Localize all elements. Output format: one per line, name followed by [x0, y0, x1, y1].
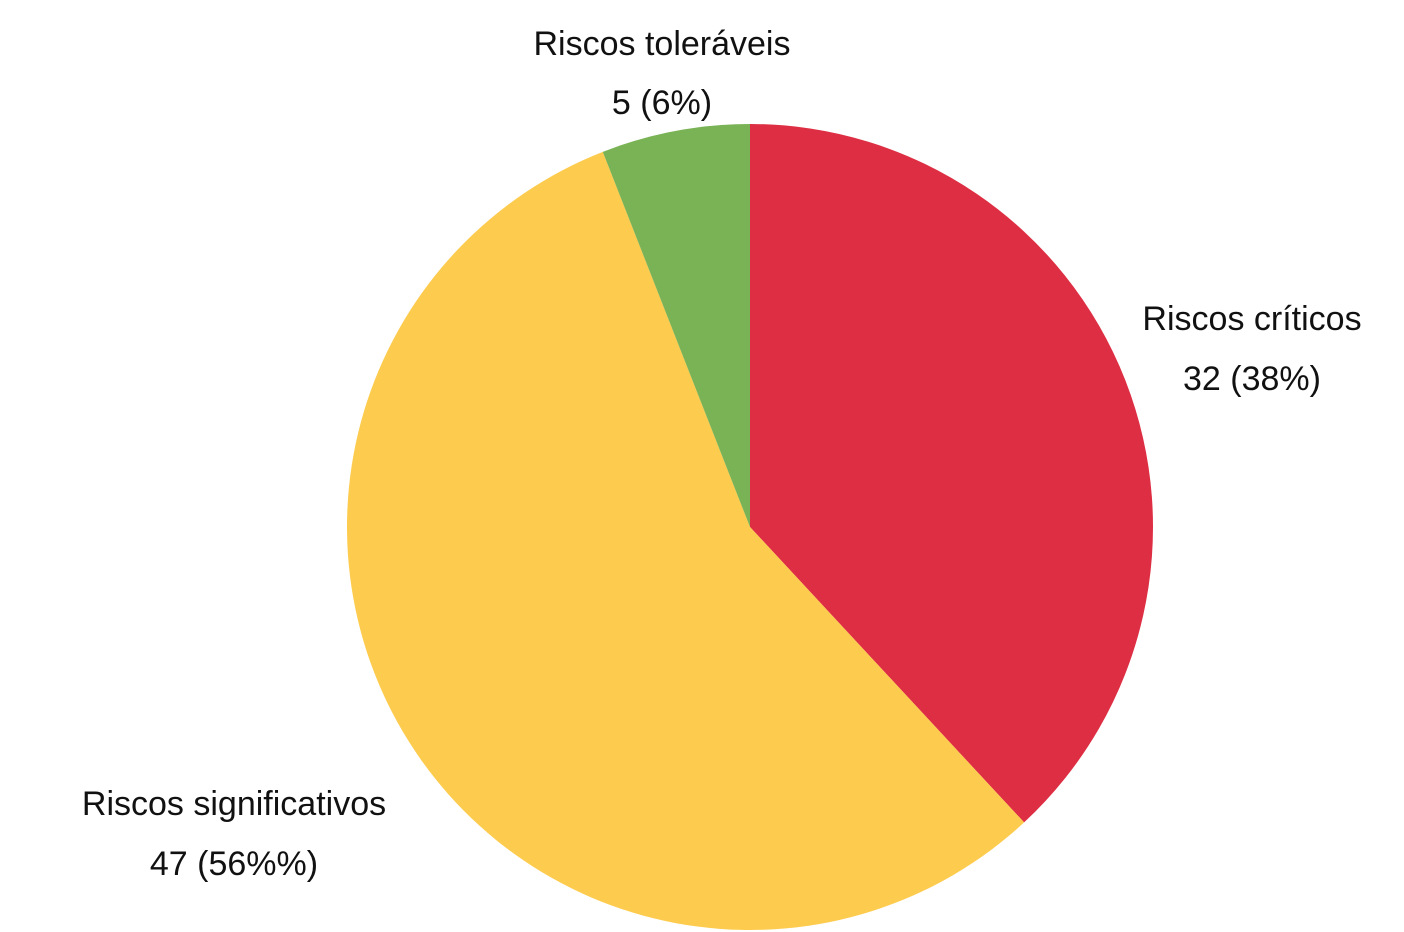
pie-slices — [346, 124, 1154, 931]
slice-label-value: 5 (6%) — [612, 84, 712, 122]
slice-label-value: 32 (38%) — [1183, 360, 1321, 398]
label-riscos-criticos: Riscos críticos 32 (38%) — [1142, 300, 1361, 398]
slice-label-value: 47 (56%%) — [150, 845, 318, 883]
label-riscos-significativos: Riscos significativos 47 (56%%) — [82, 785, 386, 883]
slice-label-name: Riscos significativos — [82, 785, 386, 823]
pie-slice-0 — [750, 124, 1154, 823]
slice-label-name: Riscos toleráveis — [534, 25, 791, 63]
slice-label-name: Riscos críticos — [1142, 300, 1361, 338]
pie-slice-1 — [346, 151, 1025, 931]
pie-slice-2 — [602, 124, 750, 527]
label-riscos-toleraveis: Riscos toleráveis 5 (6%) — [534, 25, 791, 122]
